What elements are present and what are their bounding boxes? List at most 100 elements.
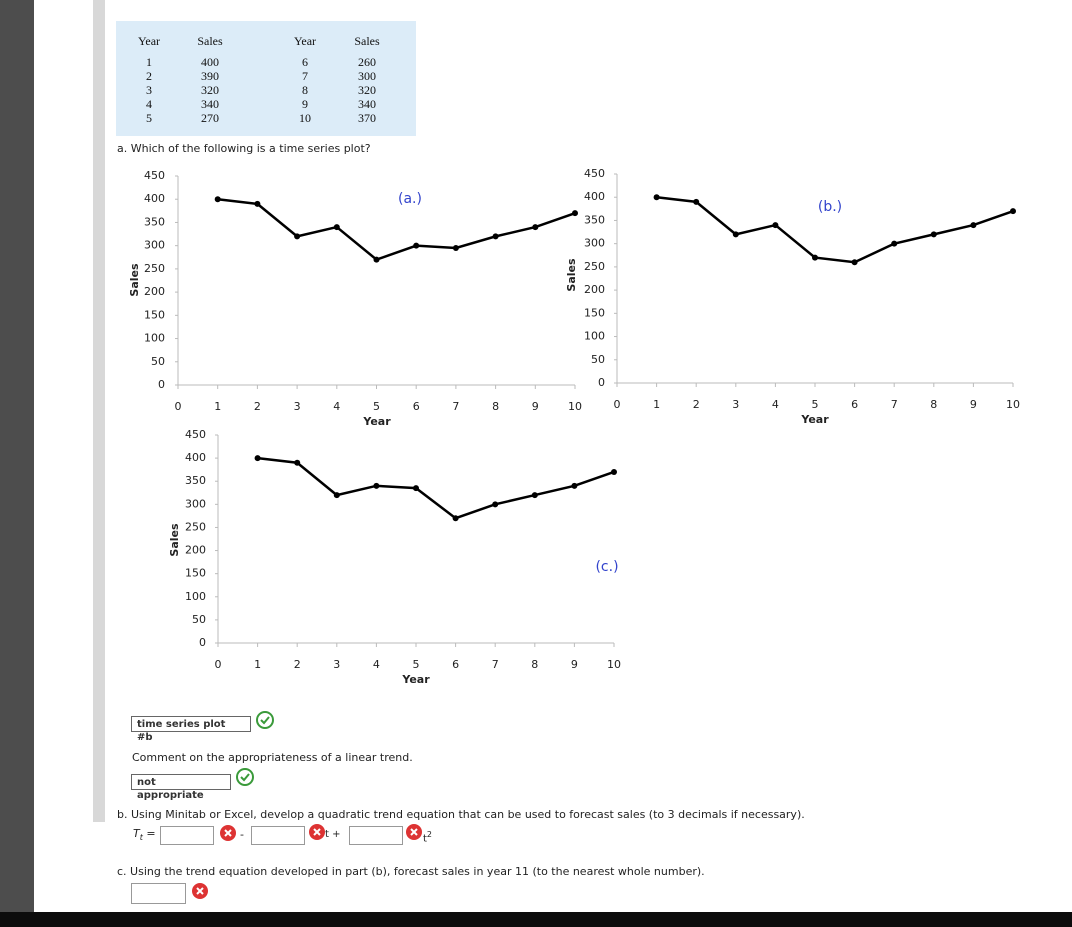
chart: 0 50 100 150 200 250 300 350 400 450 0 1 2 3 4 5 6 7 8 9 10 Y… bbox=[128, 169, 582, 428]
x-tick-label: 3 bbox=[732, 398, 739, 411]
x-tick-label: 8 bbox=[492, 400, 499, 413]
x-tick-label: 5 bbox=[413, 658, 420, 671]
check-icons bbox=[236, 711, 274, 786]
y-tick-label: 300 bbox=[584, 237, 605, 250]
point bbox=[772, 222, 779, 229]
point bbox=[611, 468, 617, 475]
input-box[interactable] bbox=[251, 826, 305, 845]
point bbox=[492, 233, 499, 240]
input-box[interactable] bbox=[349, 826, 403, 845]
y-tick-label: 350 bbox=[144, 215, 165, 228]
table-header: Year bbox=[137, 34, 161, 48]
x-tick-label: 8 bbox=[930, 398, 937, 411]
y-tick-label: 400 bbox=[185, 451, 206, 464]
point bbox=[333, 224, 340, 231]
point bbox=[891, 240, 898, 247]
x-tick-label: 7 bbox=[492, 658, 499, 671]
y-tick-label: 50 bbox=[192, 613, 206, 626]
question-c: c. Using the trend equation developed in… bbox=[117, 865, 705, 878]
y-tick-label: 450 bbox=[584, 167, 605, 180]
error-icon bbox=[220, 825, 236, 841]
table-cell: 6 bbox=[302, 55, 308, 69]
input-box[interactable] bbox=[160, 826, 214, 845]
y-tick-label: 50 bbox=[591, 353, 605, 366]
y-tick-label: 200 bbox=[185, 544, 206, 557]
minus: - bbox=[240, 828, 244, 841]
y-tick-label: 250 bbox=[144, 262, 165, 275]
y-tick-label: 350 bbox=[185, 474, 206, 487]
question-b: b. Using Minitab or Excel, develop a qua… bbox=[117, 808, 805, 821]
x-tick-label: 1 bbox=[254, 658, 261, 671]
x-tick-label: 8 bbox=[531, 658, 538, 671]
side-bar bbox=[93, 0, 105, 822]
x-tick-label: 5 bbox=[812, 398, 819, 411]
point bbox=[571, 482, 578, 489]
table-cell: 8 bbox=[302, 83, 308, 97]
check-mark bbox=[260, 716, 270, 725]
y-tick-label: 250 bbox=[185, 520, 206, 533]
left-panel bbox=[0, 0, 34, 912]
point bbox=[531, 492, 538, 499]
taskbar bbox=[0, 912, 1072, 927]
x-tick-label: 0 bbox=[614, 398, 621, 411]
line bbox=[257, 456, 615, 520]
line bbox=[217, 197, 576, 262]
y-tick-label: 100 bbox=[144, 332, 165, 345]
y-axis-label: Sales bbox=[128, 263, 141, 297]
y-tick-label: 400 bbox=[584, 190, 605, 203]
x-tick-label: 1 bbox=[653, 398, 660, 411]
x-tick-label: 2 bbox=[294, 658, 301, 671]
point bbox=[214, 196, 221, 203]
y-tick-label: 100 bbox=[584, 330, 605, 343]
x-tick-label: 9 bbox=[970, 398, 977, 411]
input-box[interactable] bbox=[131, 883, 186, 904]
point bbox=[373, 482, 380, 489]
dropdown[interactable]: not appropriate bbox=[131, 774, 231, 801]
x-tick-label: 4 bbox=[333, 400, 340, 413]
y-axis-label: Sales bbox=[168, 523, 181, 557]
annotation: (a.) bbox=[398, 191, 422, 207]
table-cell: 390 bbox=[201, 69, 219, 83]
x-tick-label: 5 bbox=[373, 400, 380, 413]
sup: 2 bbox=[426, 830, 433, 839]
x-tick-label: 1 bbox=[214, 400, 221, 413]
dropdown[interactable]: time series plot #b bbox=[131, 716, 251, 743]
table-cell: 7 bbox=[302, 69, 308, 83]
x-tick-label: 0 bbox=[215, 658, 222, 671]
point bbox=[693, 198, 700, 205]
error-icons bbox=[192, 824, 422, 899]
x-axis-label: Year bbox=[800, 413, 829, 426]
table-cell: 2 bbox=[146, 69, 152, 83]
x-tick-label: 10 bbox=[607, 658, 621, 671]
error-icon bbox=[192, 883, 208, 899]
table-cell: 400 bbox=[201, 55, 219, 69]
x-axis-label: Year bbox=[362, 415, 391, 428]
y-tick-label: 300 bbox=[144, 239, 165, 252]
x-tick-label: 2 bbox=[693, 398, 700, 411]
table-cell: 320 bbox=[358, 83, 376, 97]
point bbox=[930, 231, 937, 238]
x-tick-label: 6 bbox=[413, 400, 420, 413]
table-cell: 260 bbox=[358, 55, 376, 69]
x-tick-label: 10 bbox=[1006, 398, 1020, 411]
table-cell: 5 bbox=[146, 111, 152, 125]
point bbox=[294, 233, 301, 240]
table-cell: 370 bbox=[358, 111, 376, 125]
check-icon bbox=[236, 768, 254, 786]
point bbox=[812, 254, 818, 261]
point bbox=[970, 222, 977, 229]
table-cell: 4 bbox=[146, 97, 152, 111]
point bbox=[653, 194, 660, 201]
x-tick-label: 4 bbox=[772, 398, 779, 411]
x-tick-label: 7 bbox=[891, 398, 898, 411]
point bbox=[254, 200, 261, 207]
point bbox=[413, 242, 420, 249]
table-cell: 1 bbox=[146, 55, 152, 69]
table-cell: 340 bbox=[358, 97, 376, 111]
y-tick-label: 200 bbox=[584, 283, 605, 296]
line bbox=[656, 195, 1014, 264]
annotation: (c.) bbox=[595, 559, 618, 575]
table-header: Sales bbox=[354, 34, 380, 48]
